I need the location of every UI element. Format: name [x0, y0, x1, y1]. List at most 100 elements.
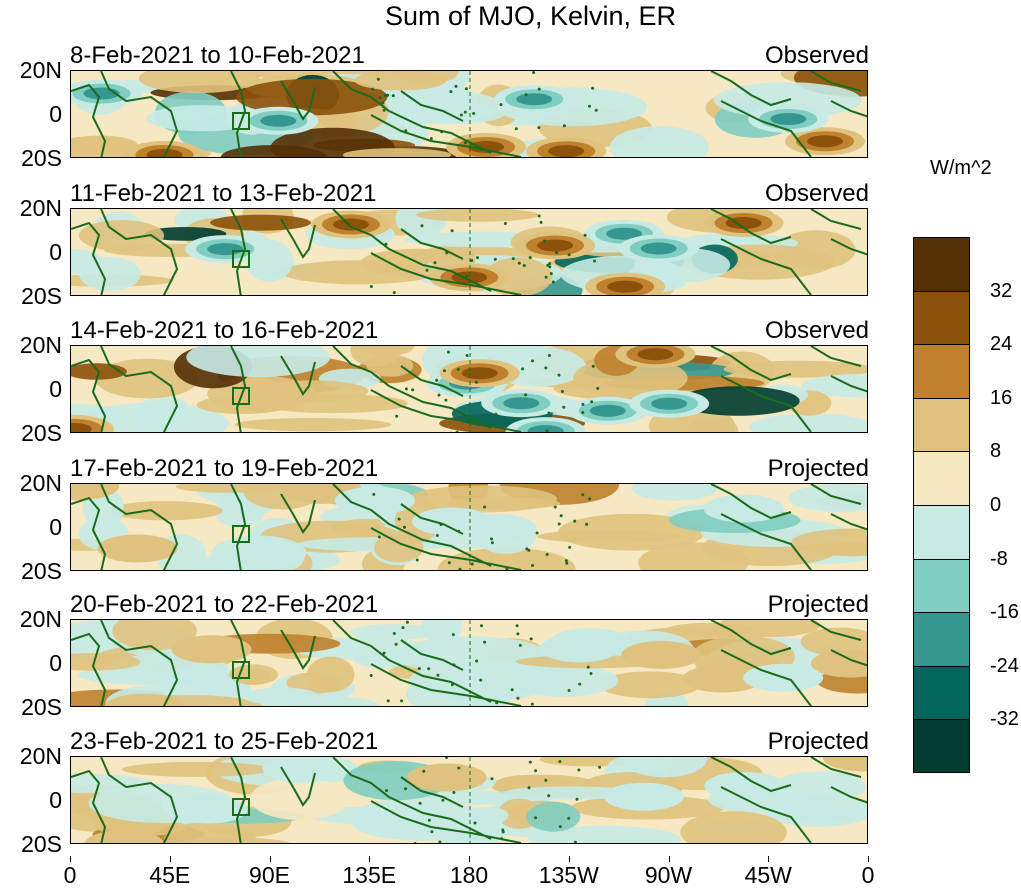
island-dot: [494, 412, 498, 416]
anomaly-contour: [138, 71, 260, 93]
latitude-label: 20S: [21, 831, 62, 857]
island-dot: [544, 778, 548, 782]
coastline: [100, 209, 179, 295]
anomaly-contour: [528, 825, 682, 843]
map-panel: [70, 483, 868, 571]
coastline: [71, 496, 107, 570]
island-dot: [517, 261, 521, 265]
anomaly-core: [603, 782, 684, 811]
longitude-tick: [70, 856, 71, 862]
island-dot: [596, 386, 600, 390]
anomaly-contour: [416, 209, 539, 222]
coastline: [230, 71, 247, 157]
island-dot: [590, 400, 594, 404]
island-dot: [472, 112, 476, 115]
island-dot: [495, 701, 499, 705]
coastline: [810, 620, 862, 641]
island-dot: [591, 86, 595, 90]
island-dot: [591, 364, 595, 368]
island-dot: [585, 522, 589, 526]
island-dot: [586, 665, 590, 669]
anomaly-core: [637, 348, 674, 361]
anomaly-core: [97, 534, 178, 563]
island-dot: [457, 529, 461, 533]
island-dot: [475, 659, 479, 663]
colorbar-swatch: [913, 504, 970, 559]
colorbar-label: 8: [990, 440, 1002, 463]
island-dot: [577, 768, 581, 772]
longitude-tick: [169, 856, 171, 862]
coastline: [71, 83, 107, 157]
longitude-tick: [469, 856, 470, 862]
island-dot: [452, 791, 456, 794]
island-dot: [515, 624, 519, 628]
anomaly-contour: [112, 620, 197, 651]
anomaly-core: [333, 218, 369, 231]
island-dot: [454, 84, 458, 88]
island-dot: [573, 840, 577, 843]
island-dot: [415, 558, 419, 562]
island-dot: [441, 798, 445, 802]
coastline: [100, 71, 179, 157]
latitude-label: 20N: [19, 470, 62, 496]
panel-date-range: 14-Feb-2021 to 16-Feb-2021: [70, 317, 379, 344]
anomaly-contour: [342, 148, 452, 157]
island-dot: [501, 828, 505, 832]
coastline: [332, 209, 492, 292]
anomaly-contour: [665, 622, 755, 637]
colorbar-label: -32: [990, 708, 1019, 731]
coastline: [810, 209, 862, 230]
coastline: [71, 358, 107, 432]
colorbar-swatch: [913, 344, 970, 398]
panel-date-range: 23-Feb-2021 to 25-Feb-2021: [70, 728, 379, 755]
island-dot: [400, 699, 404, 703]
colorbar-label: 24: [990, 333, 1013, 356]
island-dot: [567, 253, 571, 257]
anomaly-core: [516, 93, 553, 106]
anomaly-core: [640, 242, 677, 255]
panel-status: Observed: [764, 180, 869, 207]
map-panel: [70, 208, 868, 296]
island-dot: [417, 667, 421, 671]
panel-date-range: 17-Feb-2021 to 19-Feb-2021: [70, 455, 379, 482]
coastline: [230, 209, 247, 295]
anomaly-contour: [254, 380, 369, 402]
island-dot: [562, 405, 566, 409]
coastline: [230, 346, 247, 432]
anomaly-core: [822, 757, 867, 772]
anomaly-core: [550, 628, 630, 656]
coastline: [400, 365, 464, 397]
island-dot: [459, 113, 463, 117]
colorbar-swatch: [913, 237, 970, 291]
anomaly-core: [503, 397, 540, 410]
coastline: [720, 786, 812, 843]
region-box: [232, 112, 250, 130]
anomaly-contour: [234, 418, 392, 432]
coastline: [280, 80, 316, 121]
colorbar-swatch: [913, 451, 970, 505]
region-box: [232, 798, 250, 816]
island-dot: [544, 275, 548, 279]
anomaly-contour: [242, 687, 320, 706]
island-dot: [450, 683, 454, 687]
island-dot: [383, 94, 387, 97]
island-dot: [557, 522, 561, 526]
anomaly-contour: [622, 757, 708, 778]
island-dot: [573, 519, 577, 523]
longitude-tick: [269, 856, 271, 862]
map-panel: [70, 345, 868, 433]
island-dot: [564, 559, 568, 563]
island-dot: [386, 93, 390, 97]
island-dot: [449, 90, 453, 94]
island-dot: [479, 148, 483, 152]
island-dot: [378, 96, 382, 100]
anomaly-core: [651, 397, 688, 410]
island-dot: [435, 534, 439, 537]
anomaly-contour: [163, 821, 257, 843]
anomaly-contour: [788, 484, 867, 513]
island-dot: [535, 531, 539, 535]
colorbar-label: -16: [990, 601, 1019, 624]
coastline: [400, 228, 464, 260]
anomaly-core: [171, 635, 252, 664]
colorbar-swatch: [913, 290, 970, 345]
